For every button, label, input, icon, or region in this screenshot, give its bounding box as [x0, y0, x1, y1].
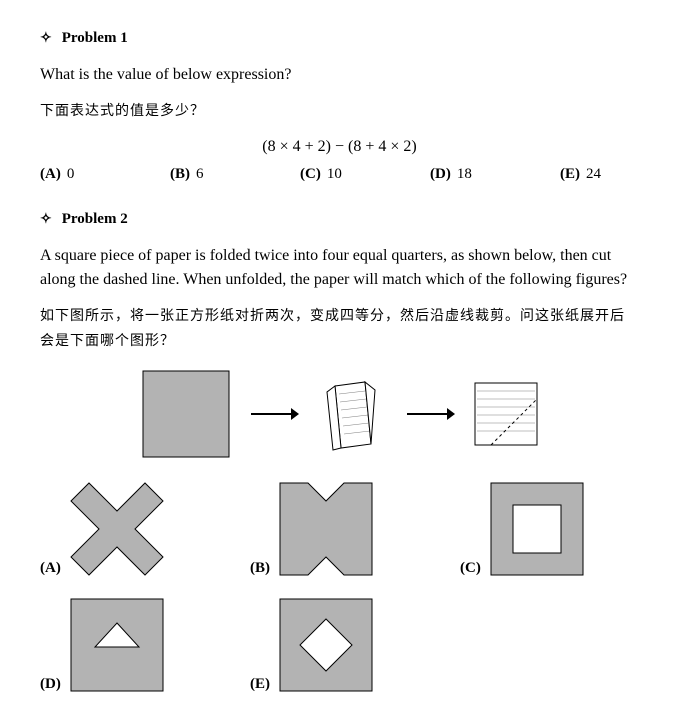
arrow-icon: [249, 404, 299, 424]
problem1-choices: (A) 0 (B) 6 (C) 10 (D) 18 (E) 24: [40, 166, 639, 183]
answer-e: (E): [250, 597, 420, 693]
problem2-title: Problem 2: [62, 211, 128, 228]
fold-step3-cut: [473, 381, 539, 447]
choice-b-label: (B): [170, 166, 190, 183]
choice-d-label: (D): [430, 166, 451, 183]
answer-a-figure: [69, 481, 165, 577]
answer-b: (B): [250, 481, 420, 577]
answer-d: (D): [40, 597, 210, 693]
problem2-header: ✧ Problem 2: [40, 211, 639, 228]
answer-e-label: (E): [250, 676, 270, 693]
problem1-question-cn: 下面表达式的值是多少？: [40, 99, 639, 124]
choice-a-label: (A): [40, 166, 61, 183]
answer-a-label: (A): [40, 560, 61, 577]
problem2-question-cn: 如下图所示，将一张正方形纸对折两次，变成四等分，然后沿虚线裁剪。问这张纸展开后会…: [40, 304, 639, 354]
answer-c-figure: [489, 481, 585, 577]
arrow-icon: [405, 404, 455, 424]
choice-e-value: 24: [586, 166, 601, 183]
choice-a-value: 0: [67, 166, 75, 183]
choice-b-value: 6: [196, 166, 204, 183]
fold-sequence: [40, 369, 639, 459]
choice-e: (E) 24: [560, 166, 640, 183]
problem1-expression: (8 × 4 + 2) − (8 + 4 × 2): [40, 138, 639, 156]
problem1-question-en: What is the value of below expression?: [40, 63, 639, 87]
answer-b-figure: [278, 481, 374, 577]
choice-a: (A) 0: [40, 166, 170, 183]
choice-c-value: 10: [327, 166, 342, 183]
answer-b-label: (B): [250, 560, 270, 577]
answer-d-label: (D): [40, 676, 61, 693]
fold-step2-folded: [317, 374, 387, 454]
choice-e-label: (E): [560, 166, 580, 183]
diamond-icon: ✧: [40, 211, 52, 228]
choice-d-value: 18: [457, 166, 472, 183]
answer-e-figure: [278, 597, 374, 693]
answer-c-label: (C): [460, 560, 481, 577]
answer-a: (A): [40, 481, 210, 577]
choice-b: (B) 6: [170, 166, 300, 183]
problem2-question-en: A square piece of paper is folded twice …: [40, 244, 639, 292]
fold-step1-square: [141, 369, 231, 459]
choice-d: (D) 18: [430, 166, 560, 183]
answer-c: (C): [460, 481, 630, 577]
problem2-answers: (A) (B) (C) (D) (E): [40, 481, 639, 693]
problem1-title: Problem 1: [62, 30, 128, 47]
choice-c-label: (C): [300, 166, 321, 183]
diamond-icon: ✧: [40, 30, 52, 47]
problem1-header: ✧ Problem 1: [40, 30, 639, 47]
choice-c: (C) 10: [300, 166, 430, 183]
answer-d-figure: [69, 597, 165, 693]
